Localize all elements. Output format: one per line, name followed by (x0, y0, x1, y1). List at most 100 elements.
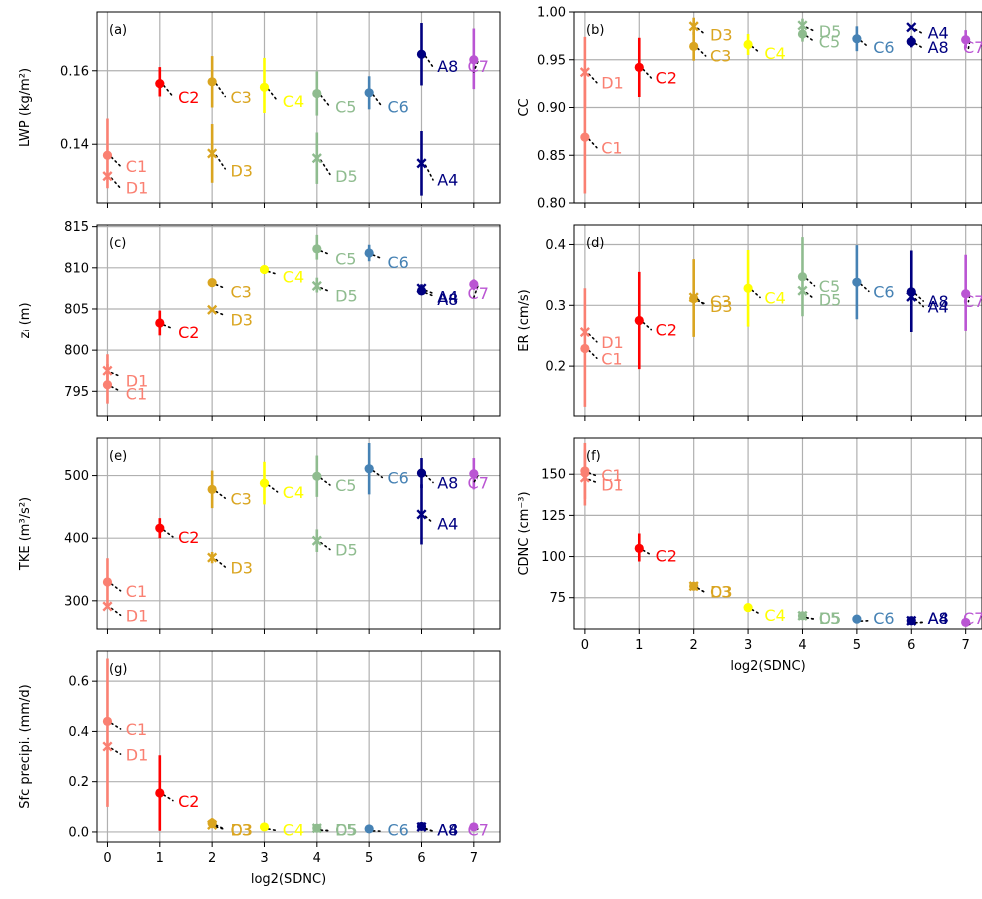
data-point (634, 543, 644, 553)
y-tick-label: 0.14 (60, 138, 89, 153)
y-tick-label: 125 (541, 509, 566, 524)
data-label: C3 (710, 583, 731, 602)
leader-line (320, 250, 331, 256)
data-label: C4 (283, 268, 304, 287)
x-tick-label: 4 (798, 638, 806, 653)
leader-line (163, 529, 174, 538)
leader-line (320, 287, 331, 293)
y-tick-label: 0.3 (545, 299, 566, 314)
x-tick-label: 0 (581, 638, 589, 653)
data-point (580, 132, 590, 142)
data-label: A8 (928, 609, 949, 628)
data-label: C7 (468, 284, 489, 303)
data-label: C6 (387, 821, 408, 840)
y-tick-label: 0.4 (68, 725, 89, 740)
data-label: C5 (335, 821, 356, 840)
data-label: C3 (710, 47, 731, 66)
data-point (102, 601, 113, 612)
data-label: A4 (928, 609, 949, 628)
y-tick-label: 0.6 (68, 675, 89, 690)
data-point (852, 614, 862, 624)
data-point (743, 602, 753, 613)
x-tick-label: 5 (853, 638, 861, 653)
panel-frame (96, 11, 501, 204)
data-point (259, 478, 270, 488)
data-label: A4 (928, 298, 949, 317)
leader-line (215, 283, 227, 290)
data-label: C5 (819, 277, 840, 296)
leader-line (914, 42, 925, 50)
panel-frame (96, 650, 501, 843)
data-point (207, 304, 218, 315)
data-label: C7 (963, 38, 982, 57)
data-label: C4 (764, 288, 785, 307)
data-point (961, 35, 971, 45)
leader-line (267, 270, 279, 276)
panel-label: (a) (109, 23, 127, 38)
data-point (906, 616, 916, 626)
leader-line (320, 94, 331, 108)
panel-frame (96, 437, 501, 630)
y-tick-label: 0.2 (68, 775, 89, 790)
data-point (797, 610, 808, 621)
data-label: D5 (335, 541, 358, 560)
x-tick-label: 1 (635, 638, 643, 653)
y-tick-label: 75 (549, 591, 566, 606)
leader-line (642, 549, 653, 556)
y-tick-label: 815 (64, 220, 89, 235)
x-tick-label: 1 (156, 851, 164, 866)
y-tick-label: 400 (64, 532, 89, 547)
y-tick-label: 100 (541, 550, 566, 565)
data-point (961, 289, 971, 299)
leader-line (110, 177, 122, 190)
leader-line (372, 254, 384, 260)
leader-line (473, 60, 479, 73)
panel-b: 0.80 0.85 0.90 0.95 1.00 (b) CC C1 D1 C2 C3 D3 C4 C5D… (517, 6, 982, 212)
x-tick-label: 6 (907, 638, 915, 653)
y-tick-label: 500 (64, 469, 89, 484)
data-point (155, 79, 165, 89)
data-label: C5 (335, 250, 356, 269)
data-layer (102, 234, 479, 404)
leader-line (215, 826, 227, 831)
leader-line (588, 478, 598, 484)
data-layer (579, 17, 971, 194)
data-label: C4 (283, 821, 304, 840)
data-layer (102, 23, 479, 196)
leader-line (163, 324, 174, 330)
panel-frame (573, 437, 982, 630)
data-point (688, 581, 699, 592)
data-point (207, 484, 217, 494)
data-label: C5 (335, 476, 356, 495)
data-point (207, 552, 218, 563)
leader-line (805, 617, 816, 620)
leader-line (588, 472, 598, 477)
leader-line (588, 138, 598, 149)
data-label: C3 (230, 489, 251, 508)
leader-line (215, 490, 227, 499)
data-point (743, 283, 753, 293)
y-tick-label: 150 (541, 468, 566, 483)
leader-line (424, 55, 434, 68)
leader-line (372, 94, 384, 108)
data-label: A8 (437, 821, 458, 840)
data-point (311, 823, 322, 834)
data-point (416, 158, 427, 169)
data-point (852, 34, 862, 44)
data-label: C2 (178, 528, 199, 547)
data-point (961, 617, 971, 628)
data-point (906, 37, 916, 47)
data-label: D3 (710, 583, 733, 602)
data-label: D1 (126, 371, 148, 390)
panel-label: (c) (109, 236, 126, 251)
data-point (312, 471, 322, 481)
data-label: C1 (126, 157, 147, 176)
leader-line (588, 349, 598, 360)
data-label: C4 (764, 606, 785, 625)
data-label: C1 (601, 466, 622, 485)
data-point (416, 286, 427, 296)
leader-line (424, 292, 434, 297)
y-tick-label: 805 (64, 302, 89, 317)
data-label: A8 (928, 292, 949, 311)
